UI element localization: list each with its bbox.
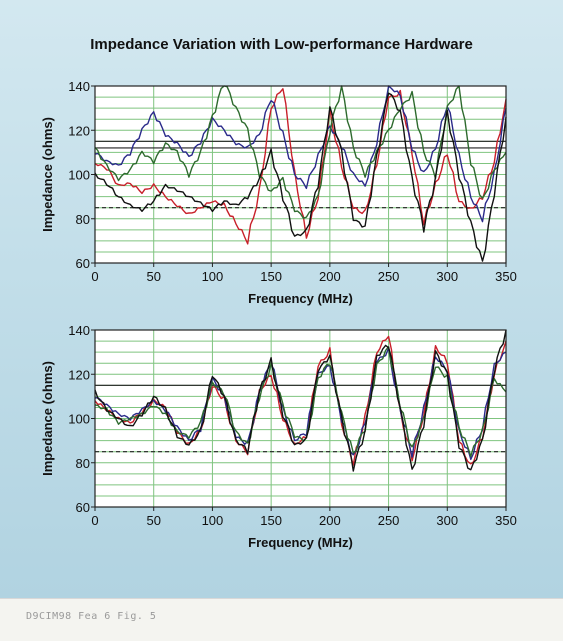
chart1-y-tick-label: 80 [76, 212, 90, 227]
chart1-x-tick-label: 200 [319, 269, 341, 284]
chart2-x-axis-label: Frequency (MHz) [248, 535, 353, 550]
chart1-y-axis-label: Impedance (ohms) [40, 117, 55, 232]
chart1-x-tick-label: 250 [378, 269, 400, 284]
chart1-y-tick-label: 60 [76, 256, 90, 271]
chart2-series-line-4 [94, 329, 507, 472]
chart2-x-tick-label: 300 [436, 513, 458, 528]
chart2-y-tick-label: 140 [68, 323, 90, 338]
chart2-y-tick-label: 80 [76, 456, 90, 471]
chart2-series-line-3 [94, 346, 507, 458]
chart1-x-tick-label: 100 [202, 269, 224, 284]
chart1-y-tick-label: 100 [68, 168, 90, 183]
chart1-x-tick-label: 150 [260, 269, 282, 284]
chart1-series-line-2 [94, 85, 507, 223]
chart2-x-tick-label: 0 [91, 513, 98, 528]
charts-canvas: 0 50 100 150 200 250 300 350 60 80 100 120 140 Freque… [40, 79, 517, 550]
chart1-x-tick-label: 300 [436, 269, 458, 284]
footer-strip: D9CIM98 Fea 6 Fig. 5 [0, 598, 563, 641]
chart2-y-axis-label: Impedance (ohms) [40, 361, 55, 476]
chart2-x-tick-label: 250 [378, 513, 400, 528]
chart1-x-tick-label: 350 [495, 269, 517, 284]
chart1-x-tick-label: 50 [146, 269, 160, 284]
chart1-y-tick-label: 120 [68, 123, 90, 138]
chart1-series-line-1 [94, 88, 507, 245]
chart2-series-line-1 [94, 335, 507, 466]
chart2-y-tick-label: 60 [76, 500, 90, 515]
chart-title: Impedance Variation with Low-performance… [90, 36, 473, 53]
chart1-x-axis-label: Frequency (MHz) [248, 291, 353, 306]
chart2-x-tick-label: 350 [495, 513, 517, 528]
chart1-y-tick-label: 140 [68, 79, 90, 94]
figure-caption: D9CIM98 Fea 6 Fig. 5 [26, 611, 157, 622]
chart2-x-tick-label: 50 [146, 513, 160, 528]
chart2-x-tick-label: 150 [260, 513, 282, 528]
chart2-series-line-2 [94, 347, 507, 461]
chart1-series-line-4 [94, 92, 507, 262]
chart1-x-tick-label: 0 [91, 269, 98, 284]
chart2-x-tick-label: 100 [202, 513, 224, 528]
chart2-y-tick-label: 120 [68, 367, 90, 382]
chart2-x-tick-label: 200 [319, 513, 341, 528]
chart2-y-tick-label: 100 [68, 412, 90, 427]
